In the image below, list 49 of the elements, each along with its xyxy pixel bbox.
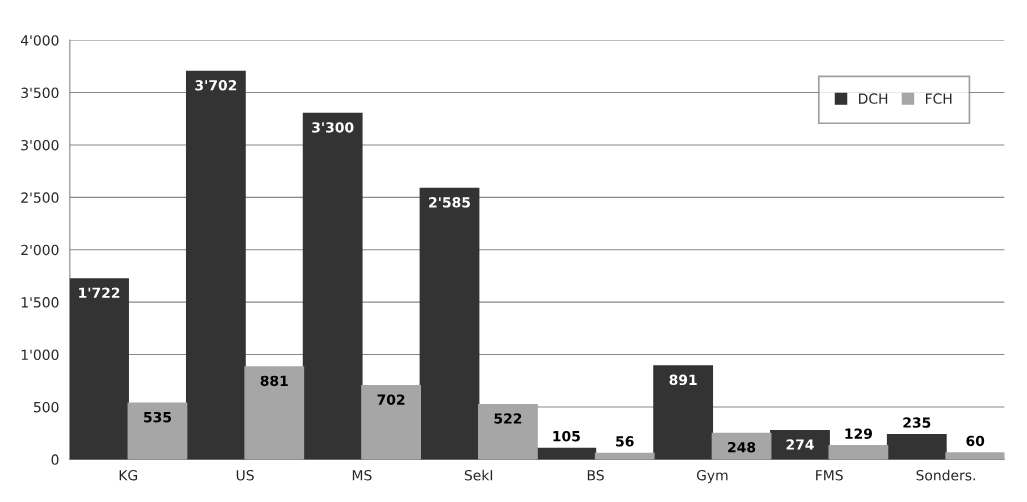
y-tick-label: 1'500 <box>21 297 59 308</box>
x-tick-label: Gym <box>696 469 728 484</box>
bar <box>244 366 305 460</box>
data-label: 1'722 <box>79 287 120 298</box>
data-label: 129 <box>845 428 872 439</box>
bar <box>594 452 655 460</box>
bar <box>361 385 421 460</box>
data-label: 522 <box>494 413 522 424</box>
data-label: 891 <box>669 374 697 386</box>
y-tick-label: 2'000 <box>21 244 59 256</box>
data-label: 3'702 <box>195 80 237 91</box>
data-label: 56 <box>616 436 634 447</box>
x-tick-label: MS <box>352 469 372 481</box>
data-label: 3'300 <box>312 122 354 133</box>
data-label: 235 <box>903 417 931 428</box>
x-tick-label: US <box>236 469 254 481</box>
data-label: 535 <box>144 411 171 423</box>
bar <box>69 278 129 460</box>
bar <box>185 70 246 460</box>
bar <box>478 403 538 460</box>
bar <box>536 447 597 460</box>
x-tick-label: BS <box>587 469 604 481</box>
data-label: 881 <box>260 375 288 387</box>
y-tick-label: 500 <box>33 401 59 413</box>
bar <box>886 434 947 460</box>
bar <box>302 112 363 460</box>
y-tick-label: 3'000 <box>21 139 59 151</box>
bar <box>828 445 889 460</box>
legend-label: FCH <box>925 93 952 104</box>
x-tick-label: Sonders. <box>916 469 975 481</box>
x-tick-label: SekI <box>464 469 493 481</box>
y-tick-label: 2'500 <box>21 192 59 203</box>
x-tick-label: FMS <box>816 469 843 481</box>
y-tick-label: 1'000 <box>21 349 59 361</box>
bar <box>945 452 1005 460</box>
bar <box>419 187 480 460</box>
y-tick-label: 3'500 <box>21 87 59 99</box>
x-tick-label: KG <box>119 469 138 481</box>
data-label: 702 <box>377 394 405 405</box>
y-tick-label: 0 <box>51 454 59 465</box>
data-label: 274 <box>786 439 814 450</box>
y-tick-label: 4'000 <box>20 35 59 46</box>
data-label: 60 <box>966 435 985 447</box>
bar <box>127 402 188 460</box>
data-label: 248 <box>728 441 756 453</box>
data-label: 2'585 <box>429 197 470 208</box>
legend-label: DCH <box>859 93 888 104</box>
bar <box>653 365 714 460</box>
data-label: 105 <box>553 430 580 442</box>
